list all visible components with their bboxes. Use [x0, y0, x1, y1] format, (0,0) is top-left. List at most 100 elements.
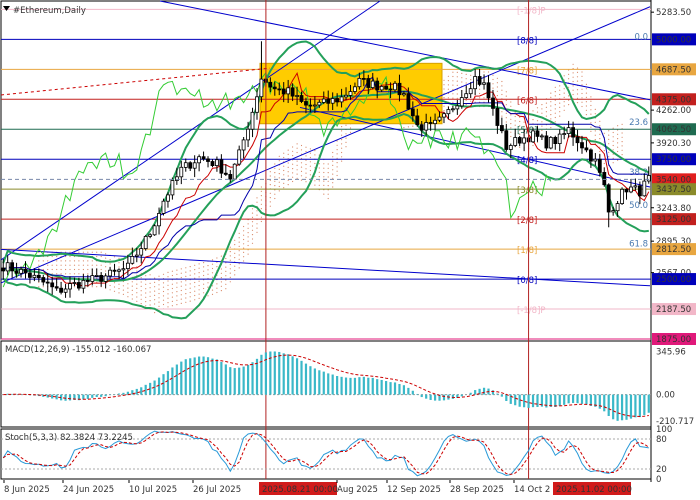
cloud-dot [105, 266, 107, 268]
cloud-dot [581, 88, 583, 90]
cloud-dot [510, 127, 512, 129]
cloud-dot [78, 251, 80, 253]
time-tick-label: 10 Jul 2025 [129, 485, 177, 495]
cloud-dot [341, 139, 343, 141]
cloud-dot [621, 141, 623, 143]
cloud-dot [345, 133, 347, 135]
cloud-dot [118, 283, 120, 285]
cloud-dot [612, 162, 614, 164]
cloud-dot [594, 139, 596, 141]
cloud-dot [229, 268, 231, 270]
candle [388, 82, 393, 99]
candle-body [50, 282, 55, 288]
candle-body [544, 135, 549, 149]
candle-body [295, 95, 300, 97]
cloud-dot [305, 150, 307, 153]
cloud-dot [122, 289, 124, 291]
candle-body [237, 149, 242, 165]
cloud-dot [185, 288, 187, 290]
candle-body [513, 137, 518, 146]
cloud-dot [323, 163, 325, 165]
candle [246, 121, 251, 148]
cloud-dot [501, 111, 503, 113]
cloud-dot [590, 109, 592, 111]
macd-pane: MACD(12,26,9) -155.012 -160.067 345.96 0.0… [1, 345, 694, 427]
stoch-tick-label: 0 [656, 475, 661, 485]
cloud-dot [87, 260, 89, 262]
cloud-dot [332, 169, 334, 171]
candle-body [112, 269, 117, 272]
cloud-dot [216, 283, 218, 285]
cloud-dot [336, 153, 338, 155]
cloud-dot [87, 264, 89, 266]
cloud-dot [180, 272, 182, 274]
cloud-dot [470, 79, 472, 81]
bollinger-upper [2, 40, 650, 264]
candle [63, 284, 68, 298]
cloud-dot [154, 294, 156, 296]
candle-body [326, 98, 331, 104]
macd-tick-label: 345.96 [656, 347, 686, 357]
cloud-dot [278, 173, 280, 175]
cloud-dot [198, 280, 200, 282]
cloud-dot [443, 105, 445, 107]
cloud-dot [167, 306, 169, 308]
candle-body [85, 279, 90, 282]
cloud-dot [185, 284, 187, 286]
cloud-dot [305, 159, 307, 161]
candle-body [397, 82, 402, 96]
candle-body [477, 76, 482, 85]
cloud-dot [91, 260, 93, 262]
price-tag-label: 3750.00 [656, 155, 691, 165]
cloud-dot [336, 170, 338, 172]
cloud-dot [247, 232, 249, 234]
cloud-dot [243, 238, 245, 241]
cloud-dot [216, 261, 218, 263]
price-tag-label: 5000.00 [656, 35, 691, 45]
candle-body [192, 162, 197, 169]
cloud-dot [216, 291, 218, 294]
cloud-dot [581, 71, 583, 73]
cloud-dot [65, 255, 67, 258]
cloud-dot [576, 97, 579, 99]
candle-body [433, 119, 438, 125]
cloud-dot [167, 271, 169, 273]
cloud-dot [229, 276, 231, 278]
cloud-dot [180, 302, 182, 304]
candle-body [90, 275, 95, 282]
candle-body [241, 139, 246, 151]
candle [638, 181, 642, 205]
cloud-dot [336, 144, 338, 146]
cloud-dot [185, 301, 187, 303]
cloud-dot [105, 257, 107, 259]
time-tick-label: 14 Oct 2 [514, 485, 550, 495]
cloud-dot [470, 74, 472, 76]
cloud-dot [189, 266, 191, 268]
cloud-dot [189, 291, 191, 294]
cloud-dot [594, 113, 596, 115]
candle-body [286, 87, 291, 95]
cloud-dot [492, 87, 494, 89]
candle-body [406, 93, 411, 110]
cloud-dot [131, 281, 133, 283]
cloud-dot [73, 273, 76, 275]
candle [85, 274, 90, 287]
time-tick-label: 28 Sep 2025 [450, 485, 504, 495]
candle-body [103, 275, 108, 282]
cloud-dot [38, 260, 40, 262]
cloud-dot [314, 175, 316, 178]
time-tick-label: 8 Jun 2025 [4, 485, 50, 495]
candle-body [419, 124, 424, 131]
cloud-dot [109, 259, 111, 261]
cloud-dot [56, 255, 58, 258]
cloud-dot [456, 80, 458, 82]
cloud-dot [251, 242, 254, 244]
candle [326, 90, 331, 111]
cloud-dot [541, 121, 543, 123]
cloud-dot [38, 286, 40, 288]
candle-body [393, 82, 397, 91]
cloud-dot [113, 256, 116, 258]
candle-body [415, 115, 420, 126]
candle [335, 93, 340, 107]
